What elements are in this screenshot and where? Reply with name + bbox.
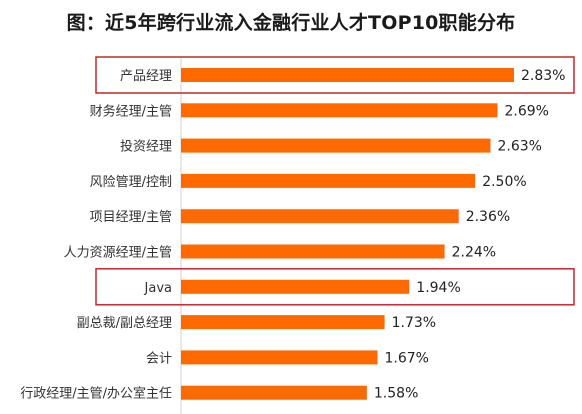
bar xyxy=(181,385,367,400)
value-label: 2.50% xyxy=(482,174,526,190)
value-label: 1.58% xyxy=(374,386,418,402)
chart-title: 图：近5年跨行业流入金融行业人才TOP10职能分布 xyxy=(66,12,516,34)
value-label: 2.36% xyxy=(466,209,510,225)
value-label: 2.69% xyxy=(505,103,549,119)
bar xyxy=(181,209,459,224)
bar xyxy=(181,279,410,294)
category-label: 人力资源经理/主管 xyxy=(64,246,172,261)
bar xyxy=(181,315,385,330)
value-label: 1.73% xyxy=(392,315,436,331)
category-label: 投资经理 xyxy=(120,139,172,155)
value-label: 2.63% xyxy=(498,139,542,155)
category-label: 财务经理/主管 xyxy=(90,103,172,119)
highlight-frame xyxy=(95,268,575,306)
value-label: 2.83% xyxy=(521,68,565,84)
bar xyxy=(181,173,476,188)
bar xyxy=(181,350,378,365)
value-label: 1.67% xyxy=(385,350,429,366)
value-label: 2.24% xyxy=(452,245,496,261)
value-label: 1.94% xyxy=(416,280,460,296)
category-label: 项目经理/主管 xyxy=(90,210,172,225)
bar xyxy=(181,138,491,153)
bar xyxy=(181,103,498,118)
category-label: 行政经理/主管/办公室主任 xyxy=(20,386,172,402)
bar xyxy=(181,68,514,82)
category-label: Java xyxy=(144,281,172,296)
category-label: 风险管理/控制 xyxy=(90,175,172,190)
category-label: 副总裁/副总经理 xyxy=(77,315,172,331)
highlight-frame xyxy=(95,56,575,94)
bar xyxy=(181,244,445,259)
category-label: 产品经理 xyxy=(120,69,172,84)
category-label: 会计 xyxy=(146,351,172,366)
